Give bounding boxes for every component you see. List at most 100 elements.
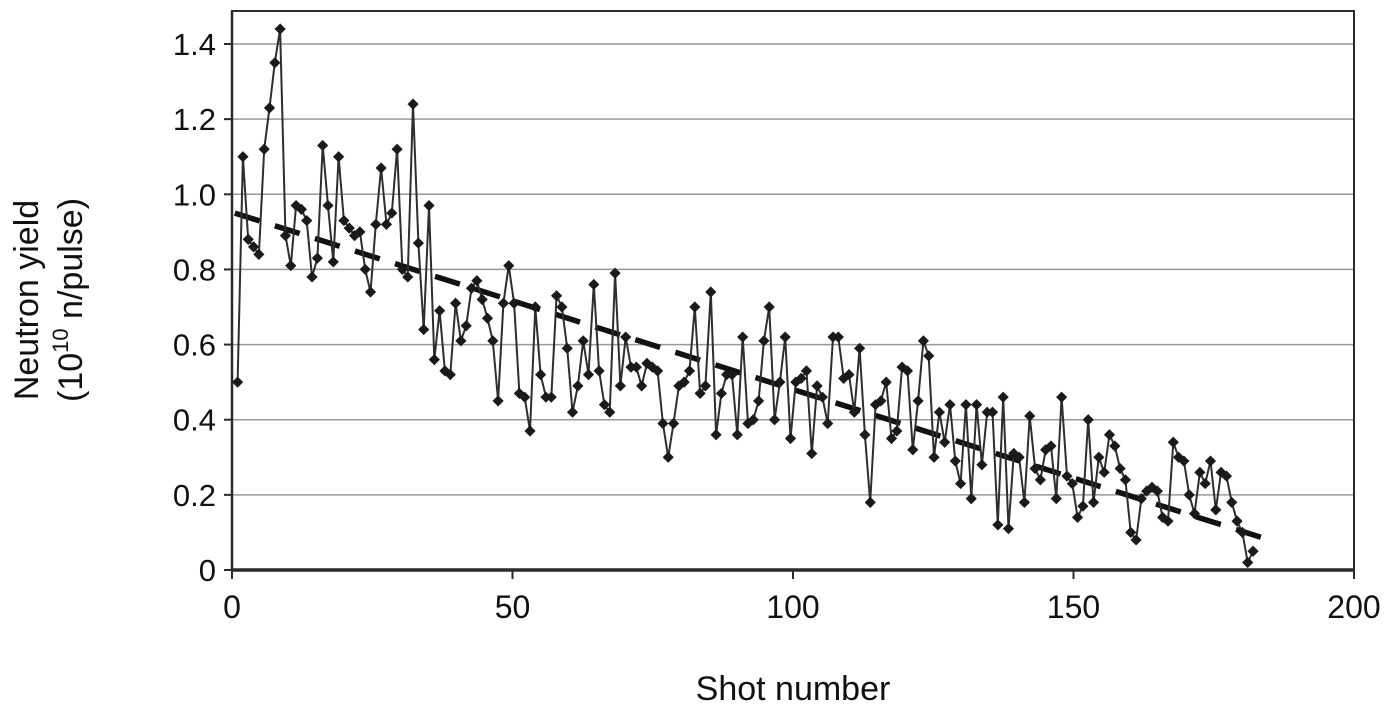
data-point [1242, 556, 1254, 569]
data-point [1071, 511, 1084, 523]
data-point [875, 395, 887, 407]
data-point [274, 23, 286, 35]
data-point [907, 444, 919, 456]
data-point [843, 369, 855, 381]
data-point [944, 399, 956, 411]
data-point [348, 230, 361, 242]
data-point [519, 391, 531, 403]
data-point [577, 335, 589, 347]
data-point [1024, 410, 1036, 422]
data-point [604, 406, 616, 418]
data-point [566, 406, 579, 418]
y-tick-label: 0.8 [173, 252, 216, 287]
data-point [1045, 440, 1057, 452]
data-point [423, 199, 435, 212]
data-point [1188, 508, 1201, 520]
data-point [699, 380, 712, 392]
data-point [1130, 534, 1142, 546]
data-point [641, 357, 653, 369]
data-point [694, 387, 706, 400]
data-point [1050, 493, 1062, 505]
y-tick-label: 1.0 [173, 177, 216, 212]
data-point [1029, 462, 1041, 475]
data-point [439, 365, 451, 377]
data-point [1109, 440, 1121, 452]
data-point [333, 151, 345, 163]
data-point [311, 252, 323, 264]
data-point [636, 380, 648, 392]
data-point [263, 102, 276, 114]
data-point [859, 429, 871, 441]
data-point [545, 391, 557, 403]
data-point [986, 406, 999, 418]
data-point [864, 496, 876, 508]
data-point [662, 451, 674, 463]
data-point [630, 361, 642, 373]
data-point [572, 380, 584, 392]
data-point [232, 376, 244, 388]
data-point [848, 406, 860, 418]
data-point [737, 331, 749, 343]
data-point [550, 290, 563, 302]
data-point [1103, 429, 1116, 441]
data-point [806, 447, 818, 460]
trendline [233, 210, 1277, 545]
data-point [242, 233, 254, 245]
data-point [869, 399, 882, 411]
trendline-dashed [233, 210, 1277, 545]
data-point [1231, 515, 1243, 527]
data-point [939, 436, 951, 448]
data-point [301, 214, 313, 227]
data-point [763, 301, 775, 313]
data-point [487, 335, 499, 347]
data-point [582, 369, 595, 381]
data-point [391, 143, 403, 155]
data-point [1135, 493, 1147, 505]
data-point [317, 139, 329, 152]
data-point [673, 380, 685, 392]
data-point [811, 380, 823, 392]
data-point [529, 301, 541, 313]
data-point [822, 417, 834, 430]
data-point [412, 237, 424, 249]
data-point [705, 286, 717, 298]
data-point [667, 417, 680, 430]
data-point [928, 451, 940, 463]
plot-frame [231, 10, 1355, 571]
x-tick-label: 100 [766, 589, 819, 625]
data-point [465, 282, 478, 294]
data-point [955, 477, 967, 490]
data-point [747, 414, 759, 426]
data-point [774, 376, 786, 388]
data-point [768, 414, 781, 426]
data-point [449, 297, 462, 309]
data-point [455, 335, 467, 347]
data-point [1141, 485, 1153, 497]
data-point [1061, 470, 1073, 482]
data-point [1194, 466, 1206, 478]
data-point [364, 286, 377, 298]
data-point [646, 361, 658, 373]
data-point [1082, 414, 1094, 426]
axis-tick-labels: 0 0.2 0.4 0.6 0.8 1.0 1.2 1.4 0 50 100 150 200 [173, 27, 1381, 625]
data-point [923, 350, 935, 362]
data-point [588, 278, 600, 291]
data-point [992, 519, 1004, 531]
data-point [1151, 485, 1163, 497]
data-point [338, 214, 350, 227]
data-point [503, 260, 515, 272]
data-point [976, 459, 988, 471]
data-point [418, 323, 430, 336]
data-point [854, 342, 866, 354]
data-point [1034, 474, 1046, 486]
data-point [1056, 391, 1068, 403]
data-point [1172, 451, 1185, 463]
data-point [614, 380, 626, 392]
data-point [279, 230, 292, 242]
data-point [933, 406, 945, 418]
x-axis-title: Shot number [696, 670, 891, 708]
data-point [476, 293, 488, 306]
data-point [402, 271, 414, 283]
data-point [965, 493, 977, 505]
series-line [236, 28, 1254, 564]
